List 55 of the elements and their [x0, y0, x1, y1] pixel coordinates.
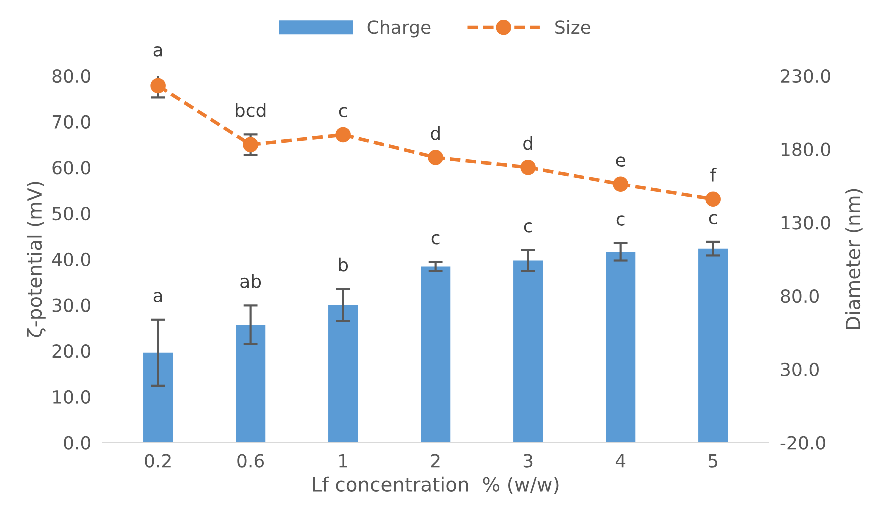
bar: [514, 260, 544, 443]
y-tick-label: 10.0: [53, 390, 90, 404]
y2-axis-title: Diameter (nm): [846, 189, 863, 330]
legend-label: Charge: [368, 20, 431, 38]
bar: [328, 305, 358, 443]
y-tick-label: 0.0: [64, 436, 90, 450]
point: [428, 150, 444, 166]
y-tick-label: 40.0: [52, 252, 90, 266]
legend-label: Size: [556, 20, 591, 34]
x-tick-label: 5: [708, 454, 718, 468]
bar: [421, 266, 451, 443]
annotation: d: [431, 126, 440, 140]
y2-tick-label: 130.0: [782, 216, 830, 230]
y-tick-label: 80.0: [52, 69, 90, 84]
point: [243, 137, 258, 153]
x-tick-label: 4: [616, 454, 626, 468]
annotation: ab: [240, 274, 262, 288]
x-tick-label: 2: [431, 454, 440, 468]
annotation: c: [339, 107, 348, 118]
point: [706, 192, 721, 208]
y2-tick-label: 30.0: [781, 362, 819, 377]
annotation: c: [616, 216, 625, 226]
annotation: e: [616, 156, 626, 168]
y-tick-label: 20.0: [52, 344, 90, 358]
x-tick-label: 0.2: [145, 454, 171, 468]
y2-tick-label: 180.0: [782, 142, 830, 156]
y-tick-label: 60.0: [52, 161, 90, 175]
x-tick-label: 1: [340, 454, 348, 468]
bar: [698, 248, 728, 443]
annotation: f: [710, 168, 717, 182]
point: [336, 127, 351, 143]
bar: [606, 252, 636, 443]
x-axis-title: Lf concentration % (w/w): [313, 476, 559, 494]
y-tick-label: 70.0: [52, 115, 90, 129]
annotation: bcd: [236, 103, 266, 118]
bar: [144, 352, 174, 443]
annotation: a: [154, 292, 162, 303]
annotation: b: [339, 258, 348, 272]
y-tick-label: 50.0: [52, 206, 90, 221]
annotation: c: [524, 222, 532, 233]
bar: [236, 324, 266, 443]
y2-tick-label: 230.0: [781, 69, 830, 84]
y2-tick-label: -20.0: [780, 436, 826, 450]
annotation: c: [432, 234, 440, 245]
y-tick-label: 30.0: [52, 298, 90, 312]
x-tick-label: 3: [524, 454, 533, 468]
text: a: [154, 46, 162, 57]
annotation: d: [524, 136, 532, 150]
annotation: c: [709, 214, 718, 225]
y-axis-title: ζ-potential (mV): [27, 182, 46, 338]
x-tick-label: 0.6: [238, 454, 264, 468]
point: [520, 160, 536, 176]
point: [150, 78, 166, 94]
point: [613, 176, 628, 192]
y2-tick-label: 80.0: [781, 290, 819, 304]
